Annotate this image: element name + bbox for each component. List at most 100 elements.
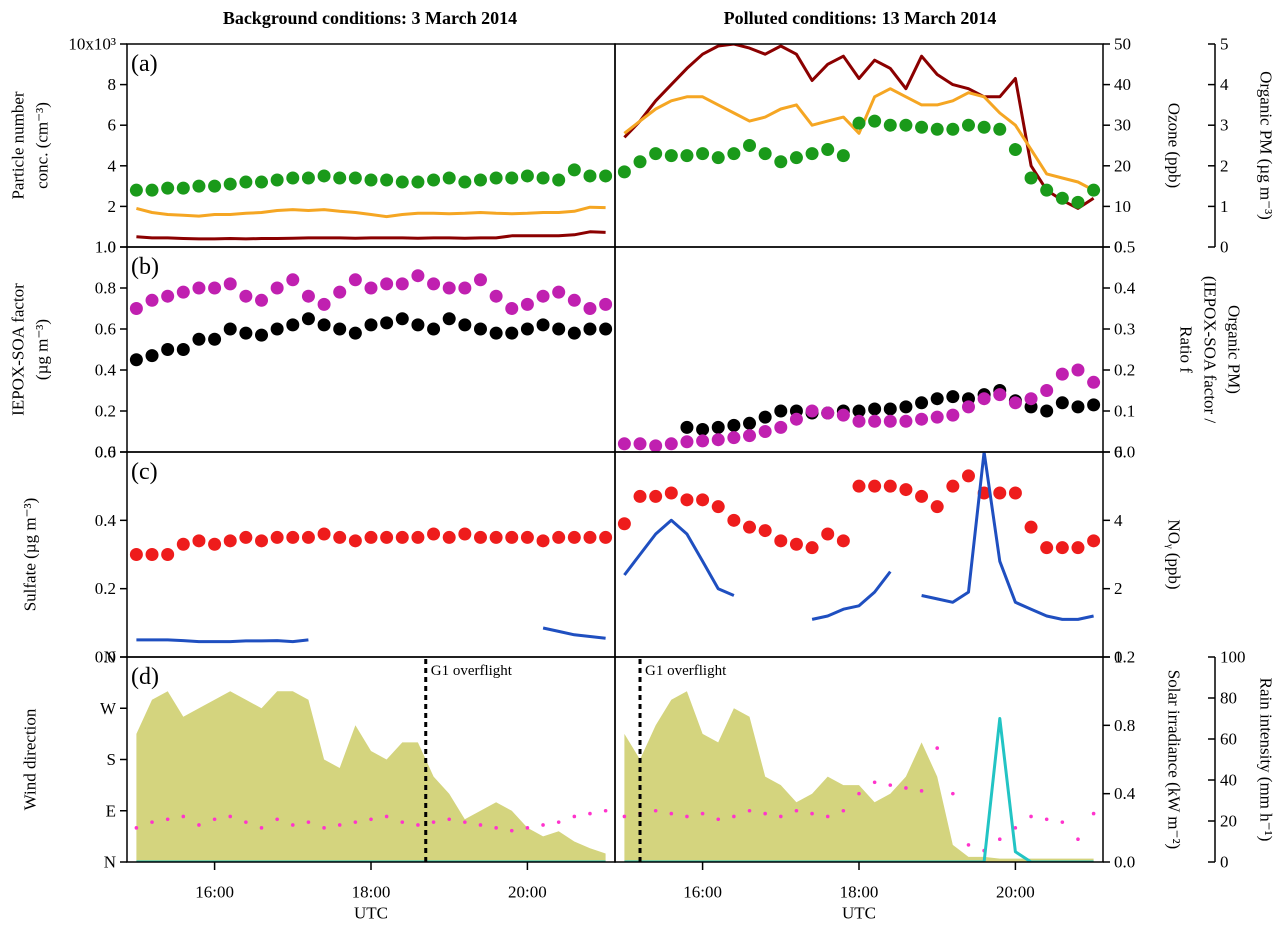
marker: [458, 527, 472, 541]
series: [617, 469, 1101, 555]
marker: [1040, 384, 1054, 397]
y2-axis-title: Solar irradiance (kW m⁻²): [1165, 670, 1184, 849]
marker: [680, 420, 694, 434]
marker: [727, 418, 741, 432]
marker: [380, 173, 394, 187]
marker: [129, 302, 143, 315]
y2-tick-label: 40: [1114, 75, 1131, 94]
marker: [930, 122, 944, 136]
marker: [489, 289, 503, 303]
marker: [364, 281, 378, 295]
marker: [805, 404, 819, 418]
y-tick-label: 0.4: [95, 511, 117, 530]
y3-tick-label: 60: [1220, 730, 1237, 749]
marker: [239, 289, 253, 303]
marker: [290, 823, 295, 827]
marker: [1087, 375, 1101, 389]
marker: [883, 402, 897, 416]
series: [136, 691, 606, 862]
x-tick-label: 18:00: [840, 883, 879, 902]
marker: [1055, 191, 1069, 205]
line: [623, 452, 1094, 621]
marker: [716, 817, 721, 822]
marker: [520, 322, 534, 336]
marker: [228, 814, 233, 819]
marker: [763, 811, 767, 816]
marker: [395, 530, 409, 544]
marker: [810, 811, 814, 816]
marker: [599, 169, 613, 183]
marker: [348, 534, 362, 548]
marker: [758, 410, 772, 424]
marker: [727, 431, 741, 445]
y-tick-label: 0.0: [95, 443, 116, 462]
marker: [165, 817, 170, 822]
y2-tick-label: 1.2: [1114, 648, 1135, 667]
y2-tick-label: 30: [1114, 116, 1131, 135]
marker: [1087, 534, 1101, 548]
marker: [259, 826, 264, 830]
marker: [805, 541, 819, 555]
marker: [899, 414, 913, 428]
y-tick-label: 6: [108, 116, 117, 135]
marker: [930, 410, 944, 424]
marker: [181, 814, 186, 819]
marker: [633, 489, 647, 503]
y-tick-label: 0: [108, 238, 117, 257]
marker: [669, 811, 674, 816]
marker: [223, 322, 237, 336]
marker: [520, 530, 534, 544]
panel-label: (c): [131, 459, 158, 485]
marker: [1060, 820, 1065, 824]
marker: [161, 181, 175, 195]
series: [624, 691, 1094, 862]
panel-label: (d): [131, 664, 159, 690]
marker: [852, 404, 866, 418]
x-tick-label: 16:00: [683, 883, 722, 902]
marker: [473, 322, 487, 336]
marker: [649, 439, 663, 452]
marker: [176, 343, 190, 356]
marker: [348, 171, 362, 185]
y-axis-title: conc. (cm⁻³): [33, 102, 52, 189]
marker: [494, 826, 498, 830]
marker: [134, 826, 139, 830]
marker: [805, 147, 819, 161]
marker: [348, 273, 362, 287]
marker: [536, 534, 550, 548]
marker: [774, 404, 788, 418]
marker: [192, 534, 206, 548]
marker: [961, 118, 975, 132]
marker: [192, 179, 206, 193]
marker: [239, 326, 253, 340]
y-tick-label: 10x10³: [68, 35, 116, 54]
y2-tick-label: 0.2: [1114, 361, 1135, 380]
marker: [711, 433, 725, 447]
y3-axis-title: Rain intensity (mm h⁻¹): [1257, 678, 1276, 842]
marker: [197, 823, 201, 827]
y-tick-label: S: [107, 750, 116, 769]
series: [136, 205, 606, 219]
marker: [270, 281, 284, 295]
line: [136, 205, 606, 219]
series: [129, 527, 613, 561]
y-tick-label: 0.6: [95, 320, 116, 339]
series: [129, 163, 613, 197]
marker: [509, 828, 514, 833]
marker: [1044, 817, 1049, 822]
line: [136, 626, 606, 644]
marker: [951, 791, 955, 796]
panel-label: (a): [131, 51, 158, 77]
marker: [556, 820, 561, 824]
marker: [617, 165, 631, 179]
marker: [583, 302, 597, 315]
area: [136, 691, 606, 862]
marker: [505, 530, 519, 544]
marker: [520, 169, 534, 183]
marker: [883, 479, 897, 493]
marker: [129, 183, 143, 197]
marker: [1040, 541, 1054, 555]
marker: [505, 171, 519, 185]
marker: [431, 820, 436, 824]
marker: [1024, 171, 1038, 185]
